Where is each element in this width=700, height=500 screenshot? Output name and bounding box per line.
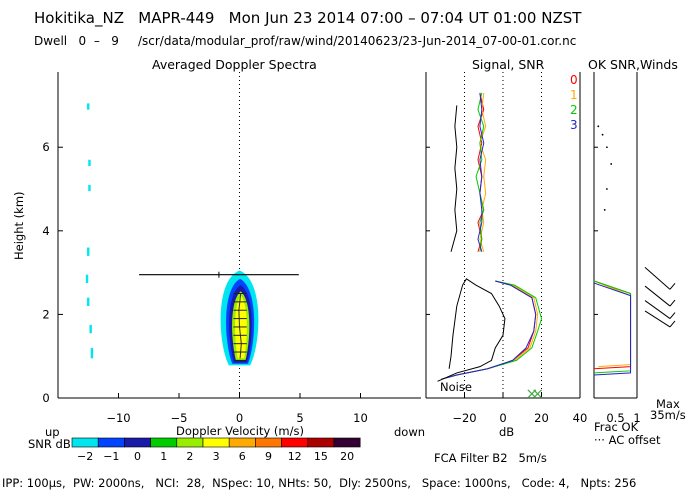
frac-tick-label: 1 [633,411,640,425]
height-axis-label: Height (km) [12,191,26,260]
snr-lower-series-0 [441,280,537,380]
velocity-tick-label: 0 [236,411,243,425]
stray-echo [90,347,94,359]
beam-legend-0: 0 [570,73,578,87]
wind-barb-flag [669,320,676,328]
snr-lower-series-signal [437,278,506,382]
snr-legend-swatch [124,437,151,448]
snr-legend-swatch [176,437,204,448]
wind-barb-staff [644,285,671,307]
stray-echo [87,247,90,256]
ac-offset-point [597,125,600,128]
snr-legend-value: 20 [340,450,354,463]
snr-legend-value: 12 [288,450,302,463]
velocity-tick-label: −10 [106,411,130,425]
ac-offset-point [606,146,608,149]
wind-barb-staff [644,266,671,290]
velocity-axis-label: Doppler Velocity (m/s) [176,424,304,438]
snr-tick-label: 20 [534,411,549,425]
ac-offset-point [610,163,613,165]
frac-ok-series-3 [593,282,632,376]
snr-upper-series-3 [477,92,485,252]
ac-offset-label: ··· AC offset [594,433,661,447]
noise-marker [533,389,543,399]
snr-upper-series-signal [450,105,458,252]
ac-offset-point [606,188,608,190]
fca-filter-label: FCA Filter B2 5m/s [434,451,547,465]
beam-legend-1: 1 [570,88,578,102]
snr-legend-value: 2 [186,450,193,463]
snr-legend-swatch [71,437,99,448]
snr-legend-value: 0 [134,450,141,463]
snr-legend-swatch [228,437,256,448]
winds-max-label: Max [656,397,680,411]
down-label: down [394,425,426,439]
stray-echo [85,274,89,284]
snr-legend-label: SNR dB [28,437,71,451]
frac-ok-label: Frac OK [594,420,639,434]
snr-legend-value: 9 [265,450,272,463]
snr-legend-swatch [281,437,309,448]
snr-legend-value: 15 [314,450,328,463]
snr-legend-swatch [150,437,178,448]
stray-echo [87,103,90,110]
snr-lower-series-3 [441,280,537,380]
up-label: up [45,425,60,439]
snr-legend-value: −2 [77,450,93,463]
height-tick-label: 0 [42,391,49,405]
stray-echo [88,159,91,167]
frac-ok-series-2 [593,280,632,374]
beam-legend-2: 2 [570,103,578,117]
snr-legend-value: −1 [103,450,119,463]
height-tick-label: 2 [42,307,49,321]
velocity-tick-label: −5 [171,411,188,425]
snr-upper-series-1 [479,92,487,252]
stray-echo [87,297,90,307]
snr-panel-title: Signal, SNR [472,57,545,72]
snr-legend-value: 3 [213,450,220,463]
snr-legend-swatch [333,437,361,448]
header-title: Hokitika_NZ MAPR-449 Mon Jun 23 2014 07:… [34,9,582,27]
snr-tick-label: 0 [499,411,506,425]
frac-tick-label: 0.5 [606,411,624,425]
snr-legend-value: 1 [160,450,167,463]
snr-legend-swatch [97,437,125,448]
ac-offset-point [603,209,606,211]
snr-tick-label: 40 [573,411,588,425]
wind-barb-staff [644,300,671,319]
height-tick-label: 4 [42,224,49,238]
stray-echo [88,184,91,192]
header-dwell-path: Dwell 0 – 9 /scr/data/modular_prof/raw/w… [34,34,577,48]
spectra-title: Averaged Doppler Spectra [152,57,317,72]
wind-barb-flag [669,299,676,307]
snr-legend-value: 6 [239,450,246,463]
snr-lower-series-1 [441,280,539,380]
snr-tick-label: −20 [452,411,476,425]
snr-lower-series-2 [441,280,543,380]
wind-barb-staff [644,310,671,328]
snr-legend-swatch [307,437,335,448]
stray-echo [89,324,92,334]
snr-legend-swatch [255,437,282,448]
footer-parameters: IPP: 100μs, PW: 2000ns, NCI: 28, NSpec: … [2,476,637,490]
velocity-tick-label: 10 [353,411,368,425]
wind-barb-flag [669,283,676,290]
beam-legend-3: 3 [570,118,578,132]
winds-panel-title: OK SNR,Winds [588,57,678,72]
db-axis-label: dB [499,425,515,439]
noise-label: Noise [440,380,472,394]
velocity-tick-label: 5 [296,411,303,425]
winds-max-value: 35m/s [650,408,686,422]
ac-offset-point [601,133,604,136]
wind-barb-flag [669,312,676,319]
height-tick-label: 6 [42,140,49,154]
snr-legend-swatch [202,437,230,448]
